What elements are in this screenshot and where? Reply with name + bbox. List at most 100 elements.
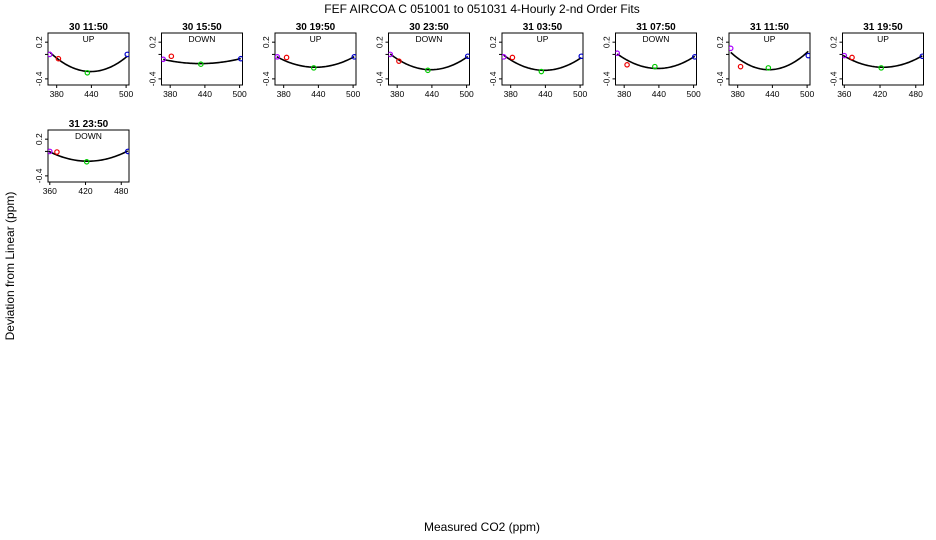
data-point xyxy=(578,53,583,60)
plot-area xyxy=(615,50,697,70)
plot-area xyxy=(729,45,810,71)
data-point xyxy=(125,148,129,155)
panel-frame xyxy=(47,32,130,86)
x-tick-label: 380 xyxy=(50,89,64,99)
data-point xyxy=(275,54,281,60)
panel-title: 30 19:50 xyxy=(296,22,336,33)
x-tick-label: 500 xyxy=(119,89,133,99)
data-point xyxy=(919,53,924,60)
fit-curve xyxy=(389,53,469,71)
x-tick-label: 500 xyxy=(346,89,360,99)
x-tick-label: 380 xyxy=(617,89,631,99)
panel-frame xyxy=(728,32,811,86)
x-tick-label: 420 xyxy=(78,186,92,196)
panel-title: 30 15:50 xyxy=(182,22,222,33)
y-tick-label: 0.2 xyxy=(602,36,612,48)
data-point xyxy=(396,58,402,64)
panel-title: 31 23:50 xyxy=(69,119,109,130)
x-tick-label: 500 xyxy=(233,89,247,99)
panel-direction: UP xyxy=(877,34,889,44)
y-tick-label: -0.4 xyxy=(602,71,612,86)
x-tick-label: 360 xyxy=(837,89,851,99)
data-point xyxy=(538,68,545,75)
data-point xyxy=(425,67,431,74)
data-point xyxy=(198,61,204,67)
plot-area xyxy=(161,53,243,67)
y-tick-label: 0.2 xyxy=(148,36,158,48)
data-point xyxy=(805,52,810,59)
x-tick-label: 440 xyxy=(198,89,212,99)
x-axis-label: Measured CO2 (ppm) xyxy=(424,520,540,534)
panel-direction: DOWN xyxy=(416,34,443,44)
panel-title: 30 11:50 xyxy=(69,22,108,33)
data-point xyxy=(652,63,658,70)
fit-curve xyxy=(48,150,129,163)
y-tick-label: 0.2 xyxy=(261,36,271,48)
x-tick-label: 440 xyxy=(84,89,98,99)
data-point xyxy=(388,51,394,58)
data-point xyxy=(310,65,317,71)
data-point xyxy=(84,69,91,76)
data-point xyxy=(48,148,53,155)
x-tick-label: 380 xyxy=(731,89,745,99)
fit-curve xyxy=(49,51,128,73)
fit-curve xyxy=(842,54,923,69)
x-tick-label: 500 xyxy=(687,89,701,99)
y-tick-label: 0.2 xyxy=(34,133,44,145)
plot-area xyxy=(842,52,924,71)
panel-title: 31 19:50 xyxy=(863,22,903,33)
panel-frame xyxy=(47,129,130,183)
x-tick-label: 440 xyxy=(652,89,666,99)
x-tick-label: 380 xyxy=(390,89,404,99)
data-point xyxy=(765,65,772,71)
data-point xyxy=(48,51,53,58)
data-point xyxy=(283,54,290,61)
y-axis-label: Deviation from Linear (ppm) xyxy=(3,192,17,341)
x-tick-label: 440 xyxy=(425,89,439,99)
panel-title: 31 11:50 xyxy=(750,22,789,33)
panel-title: 31 07:50 xyxy=(636,22,676,33)
x-tick-label: 440 xyxy=(311,89,325,99)
x-tick-label: 500 xyxy=(800,89,814,99)
x-tick-label: 440 xyxy=(538,89,552,99)
data-point xyxy=(124,51,129,58)
y-tick-label: 0.2 xyxy=(34,36,44,48)
x-tick-label: 380 xyxy=(277,89,291,99)
data-point xyxy=(161,56,167,63)
data-point xyxy=(849,54,855,61)
panel-direction: DOWN xyxy=(643,34,670,44)
data-point xyxy=(624,62,630,68)
x-tick-label: 500 xyxy=(460,89,474,99)
y-tick-label: 0.2 xyxy=(375,36,385,48)
panel-direction: DOWN xyxy=(189,34,216,44)
panel-title: 30 23:50 xyxy=(409,22,449,33)
y-tick-label: -0.4 xyxy=(34,71,44,86)
x-tick-label: 480 xyxy=(909,89,923,99)
data-point xyxy=(237,55,243,62)
x-tick-label: 440 xyxy=(765,89,779,99)
plot-area xyxy=(275,54,356,71)
panel-direction: UP xyxy=(310,34,322,44)
data-point xyxy=(464,53,470,60)
panel-direction: UP xyxy=(537,34,549,44)
x-tick-label: 380 xyxy=(504,89,518,99)
data-point xyxy=(615,50,621,56)
panel-frame xyxy=(388,32,470,86)
figure-title: FEF AIRCOA C 051001 to 051031 4-Hourly 2… xyxy=(324,2,639,16)
y-tick-label: -0.4 xyxy=(261,71,271,86)
y-tick-label: 0.2 xyxy=(715,36,725,48)
fit-curve xyxy=(503,54,582,72)
data-point xyxy=(842,52,848,59)
x-tick-label: 380 xyxy=(163,89,177,99)
x-tick-label: 420 xyxy=(873,89,887,99)
y-tick-label: -0.4 xyxy=(715,71,725,86)
data-point xyxy=(168,53,175,60)
